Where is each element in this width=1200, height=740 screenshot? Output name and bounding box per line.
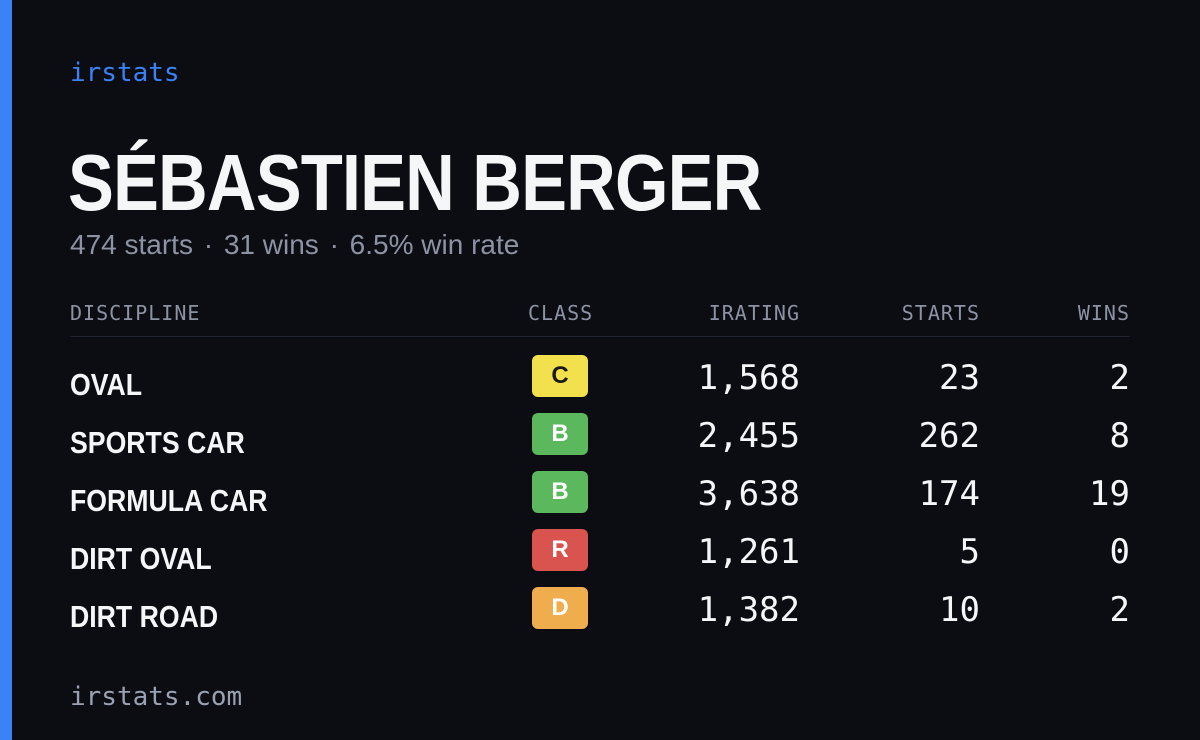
starts-value: 10 xyxy=(939,590,980,630)
starts-value: 262 xyxy=(918,416,980,456)
wins-summary: 31 wins xyxy=(223,229,319,260)
wins-value: 2 xyxy=(1109,358,1130,398)
separator-dot: · xyxy=(203,229,214,260)
player-name: SÉBASTIEN BERGER xyxy=(68,138,762,227)
table-row: DIRT ROAD D 1,382 10 2 xyxy=(70,587,1130,645)
accent-bar xyxy=(0,0,12,740)
separator-dot: · xyxy=(329,229,339,260)
header-discipline: DISCIPLINE xyxy=(70,301,201,325)
discipline-name: OVAL xyxy=(70,367,143,402)
header-wins: WINS xyxy=(1077,301,1130,325)
brand-logo-text: irstats xyxy=(70,58,180,88)
table-row: FORMULA CAR B 3,638 174 19 xyxy=(70,471,1130,529)
wins-value: 2 xyxy=(1109,590,1130,630)
irating-value: 1,261 xyxy=(697,532,800,572)
starts-value: 5 xyxy=(959,532,980,572)
player-summary: 474 starts · 31 wins · 6.5% win rate xyxy=(70,228,519,262)
discipline-name: DIRT ROAD xyxy=(70,599,219,634)
discipline-name: FORMULA CAR xyxy=(70,483,268,518)
table-header: DISCIPLINE CLASS IRATING STARTS WINS xyxy=(70,298,1130,337)
discipline-name: SPORTS CAR xyxy=(70,425,245,460)
class-badge: C xyxy=(532,355,588,397)
wins-value: 19 xyxy=(1089,474,1130,514)
irating-value: 1,568 xyxy=(697,358,800,398)
table-row: OVAL C 1,568 23 2 xyxy=(70,355,1130,413)
header-starts: STARTS xyxy=(901,301,980,325)
starts-value: 174 xyxy=(918,474,980,514)
winrate-summary: 6.5% win rate xyxy=(349,229,520,260)
irating-value: 1,382 xyxy=(697,590,800,630)
header-irating: IRATING xyxy=(708,301,800,325)
wins-value: 8 xyxy=(1109,416,1130,456)
header-class: CLASS xyxy=(528,301,594,325)
class-badge: B xyxy=(532,413,588,455)
table-row: DIRT OVAL R 1,261 5 0 xyxy=(70,529,1130,587)
table-row: SPORTS CAR B 2,455 262 8 xyxy=(70,413,1130,471)
irating-value: 2,455 xyxy=(697,416,800,456)
starts-summary: 474 starts xyxy=(70,229,193,260)
class-badge: D xyxy=(532,587,588,629)
irating-value: 3,638 xyxy=(697,474,800,514)
wins-value: 0 xyxy=(1109,532,1130,572)
class-badge: B xyxy=(532,471,588,513)
discipline-name: DIRT OVAL xyxy=(70,541,212,576)
class-badge: R xyxy=(532,529,588,571)
starts-value: 23 xyxy=(939,358,980,398)
footer-url: irstats.com xyxy=(70,682,243,712)
